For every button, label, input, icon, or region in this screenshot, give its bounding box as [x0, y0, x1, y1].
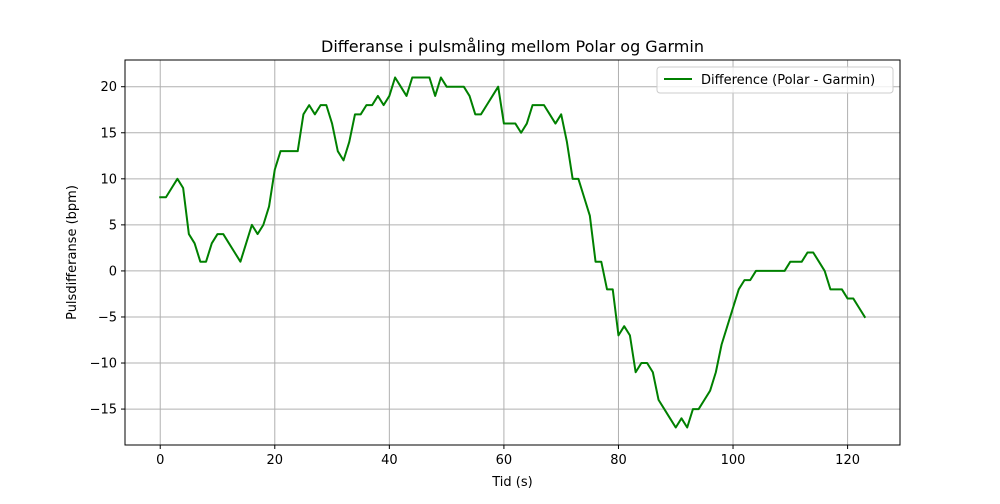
- x-tick-label: 40: [381, 453, 398, 468]
- legend-label: Difference (Polar - Garmin): [701, 73, 875, 88]
- y-tick-label: −5: [98, 310, 117, 325]
- y-axis-label: Pulsdifferanse (bpm): [65, 185, 80, 320]
- plot-frame: [124, 59, 901, 446]
- series-line: [159, 76, 867, 429]
- chart-title: Differanse i pulsmåling mellom Polar og …: [321, 37, 704, 56]
- y-tick-label: 20: [100, 80, 117, 95]
- x-tick-label: 80: [610, 453, 627, 468]
- y-tick-label: 10: [100, 172, 117, 187]
- x-tick-label: 20: [267, 453, 284, 468]
- x-tick-label: 0: [156, 453, 164, 468]
- legend-box: [656, 66, 894, 94]
- y-tick-label: 5: [109, 218, 117, 233]
- y-tick-label: 15: [100, 126, 117, 141]
- y-tick-label: 0: [109, 264, 117, 279]
- x-axis-label: Tid (s): [491, 475, 532, 490]
- legend: Difference (Polar - Garmin): [656, 66, 894, 94]
- x-tick-label: 120: [835, 453, 860, 468]
- y-tick-label: −15: [90, 403, 117, 418]
- y-tick-label: −10: [90, 357, 117, 372]
- x-tick-label: 100: [721, 453, 746, 468]
- series-layer: [159, 76, 867, 429]
- axis-ticks: 0 20 40 60 80 100 120 −15 −10 −5 0 5 10 15 20: [90, 80, 860, 468]
- x-tick-label: 60: [496, 453, 513, 468]
